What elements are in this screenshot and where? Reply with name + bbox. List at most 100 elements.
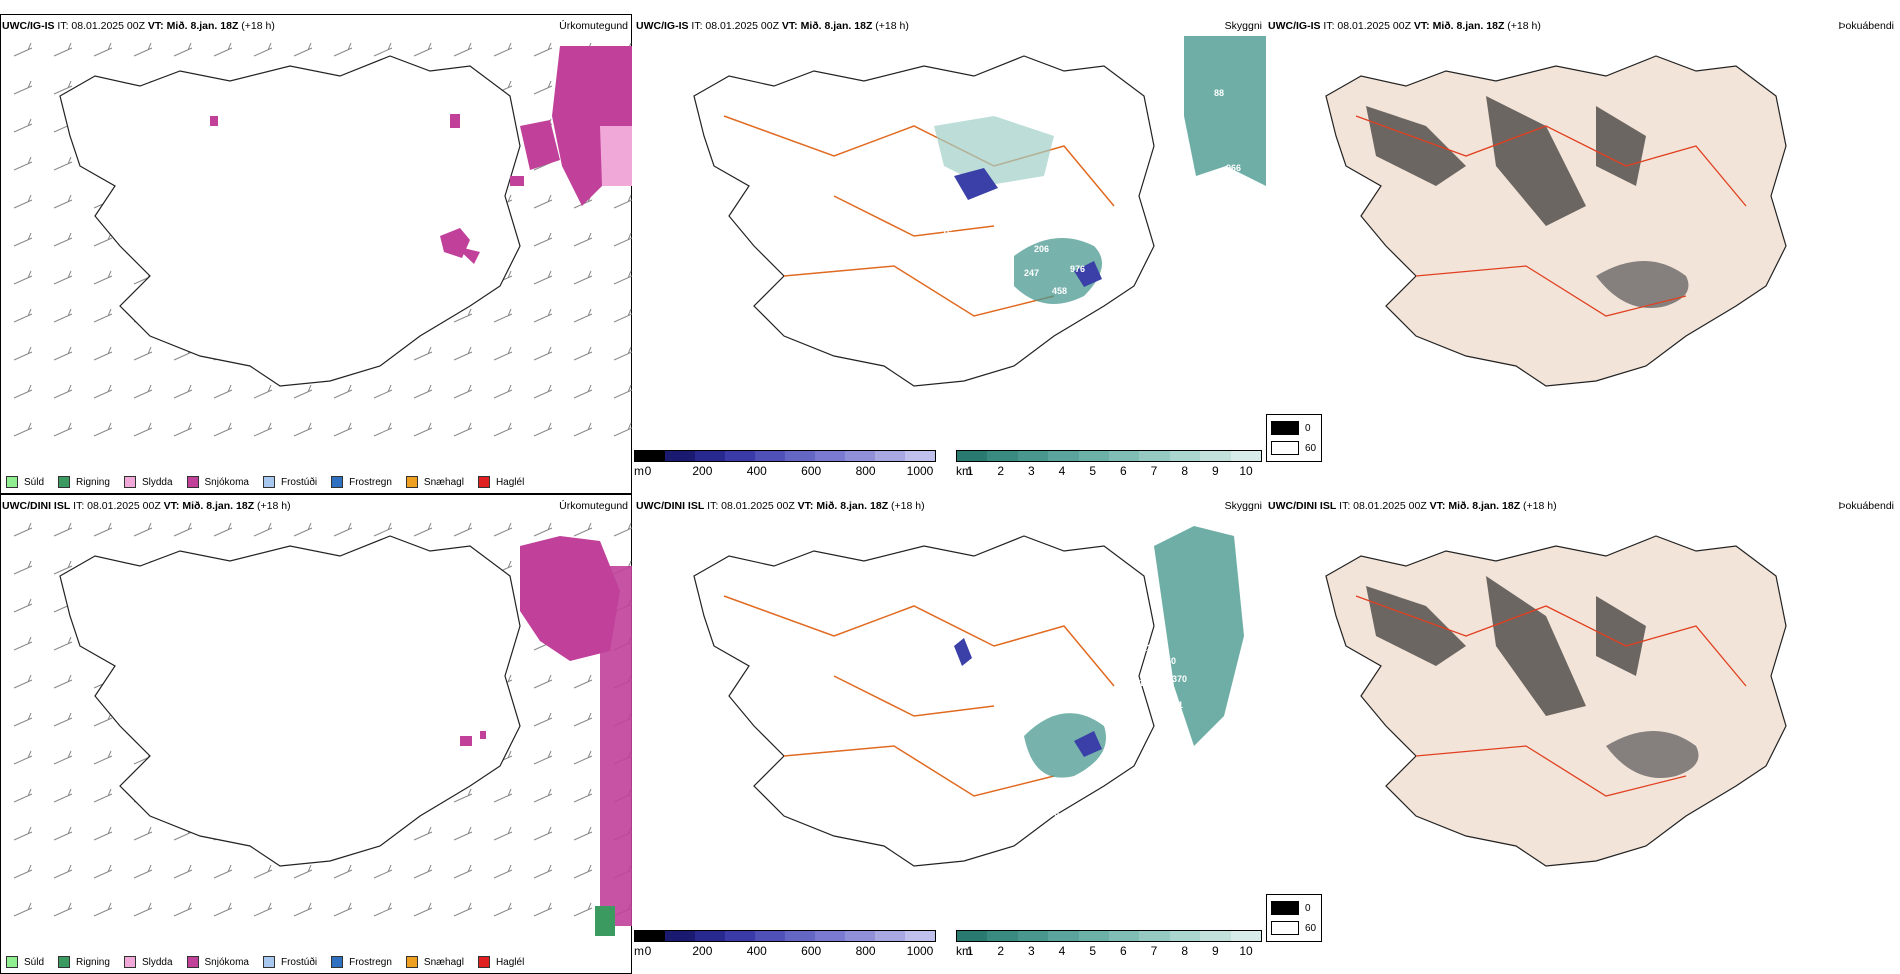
wind-barb	[573, 270, 593, 285]
legend-label: Rigning	[76, 476, 110, 488]
legend-label: Haglél	[495, 956, 525, 968]
wind-barb	[53, 750, 73, 765]
cloud-base-label: 458	[1052, 286, 1067, 296]
colorbar-tick: 1	[966, 944, 974, 958]
cloud-area-east	[1184, 36, 1266, 186]
colorbar-tick: 4	[1058, 944, 1066, 958]
wind-barb	[253, 522, 273, 537]
wind-barb	[53, 522, 73, 537]
legend-item: Snjókoma	[186, 956, 249, 968]
colorbar-cell	[1230, 451, 1261, 461]
cloud-area-east	[1154, 526, 1244, 746]
legend-item: Snjókoma	[186, 476, 249, 488]
fog-panel-row1: UWC/IG-IS IT: 08.01.2025 00Z VT: Mið. 8.…	[1266, 14, 1898, 494]
cloud-map[interactable]: 235 40 370 331 21 29 135 255	[634, 516, 1266, 936]
colorbar-cell	[1078, 931, 1109, 941]
cloud-base-label: 46	[1174, 150, 1184, 160]
precip-map[interactable]	[0, 36, 632, 456]
cloud-map[interactable]: 288 60 46 966 88 206 976 247 458 117 16 77	[634, 36, 1266, 456]
wind-barb	[253, 864, 273, 879]
colorbar-cell	[1048, 931, 1079, 941]
wind-barb	[213, 902, 233, 917]
wind-barb	[13, 232, 33, 247]
legend-item: Frostúði	[262, 956, 318, 968]
wind-barb	[53, 422, 73, 437]
wind-barb	[13, 864, 33, 879]
wind-barb	[133, 346, 153, 361]
colorbar-tick: 10	[1239, 464, 1253, 478]
wind-barb	[453, 902, 473, 917]
wind-barb	[13, 156, 33, 171]
wind-barb	[133, 522, 153, 537]
wind-barb	[293, 422, 313, 437]
wind-barb	[173, 902, 193, 917]
wind-barb	[293, 42, 313, 57]
wind-barb	[573, 674, 593, 689]
wind-barb	[213, 422, 233, 437]
wind-barb	[453, 346, 473, 361]
sleet-area	[600, 126, 632, 186]
precip-map[interactable]	[0, 516, 632, 936]
cloud-base-label: 88	[1214, 88, 1224, 98]
fog-map[interactable]	[1266, 516, 1898, 936]
wind-barb	[373, 522, 393, 537]
colorbar-tick: 400	[746, 464, 767, 478]
wind-barb	[453, 308, 473, 323]
panel-frame	[0, 14, 632, 494]
fog-legend-swatch	[1271, 421, 1299, 435]
colorbar-tick: 400	[746, 944, 767, 958]
wind-barb	[53, 308, 73, 323]
legend-label: Frostúði	[280, 956, 318, 968]
colorbar-tick: 8	[1181, 464, 1188, 478]
colorbar-cell	[815, 931, 845, 941]
colorbar-cell	[1017, 931, 1049, 941]
panel-label: Úrkomutegund	[559, 500, 628, 512]
wind-barb	[93, 712, 113, 727]
model-name: UWC/IG-IS	[1268, 20, 1321, 32]
colorbar-tick: 800	[855, 464, 876, 478]
legend-item: Snæhagl	[405, 476, 464, 488]
wind-barb	[133, 826, 153, 841]
model-name: UWC/IG-IS	[636, 20, 689, 32]
colorbar-cell	[1139, 451, 1170, 461]
colorbar-cell	[785, 931, 815, 941]
wind-barb	[253, 42, 273, 57]
colorbar-cell	[815, 451, 845, 461]
colorbar-cell	[1017, 451, 1049, 461]
legend-label: Snjókoma	[204, 956, 249, 968]
legend-label: Slydda	[141, 476, 173, 488]
wind-barb	[453, 522, 473, 537]
wind-barb	[493, 346, 513, 361]
model-name: UWC/DINI ISL	[636, 500, 705, 512]
wind-barb	[333, 864, 353, 879]
wind-barb	[413, 422, 433, 437]
wind-barb	[53, 42, 73, 57]
legend-label: Frostregn	[349, 476, 392, 488]
legend-label: Snjókoma	[204, 476, 249, 488]
colorbar-tick: 200	[692, 464, 713, 478]
wind-barb	[293, 864, 313, 879]
wind-barb	[373, 42, 393, 57]
colorbar-cell	[905, 931, 935, 941]
wind-barb	[53, 826, 73, 841]
legend-swatch	[405, 956, 418, 968]
model-name: UWC/DINI ISL	[2, 500, 71, 512]
wind-barb	[53, 712, 73, 727]
cloud-base-label: 206	[1034, 244, 1049, 254]
wind-barb	[533, 384, 553, 399]
wind-barb	[453, 826, 473, 841]
wind-barb	[573, 384, 593, 399]
colorbar-cell	[695, 451, 725, 461]
wind-barb	[373, 384, 393, 399]
wind-barb	[573, 750, 593, 765]
colorbar-cell	[1169, 931, 1201, 941]
road-network	[723, 595, 1115, 797]
wind-barb	[213, 522, 233, 537]
fog-map[interactable]	[1266, 36, 1898, 456]
legend-item: Slydda	[123, 956, 173, 968]
wind-barb	[533, 42, 553, 57]
colorbar-cell	[635, 451, 665, 461]
init-time: IT: 08.01.2025 00Z	[707, 500, 795, 512]
wind-barb	[93, 864, 113, 879]
cloud-base-label: 16	[942, 228, 952, 238]
